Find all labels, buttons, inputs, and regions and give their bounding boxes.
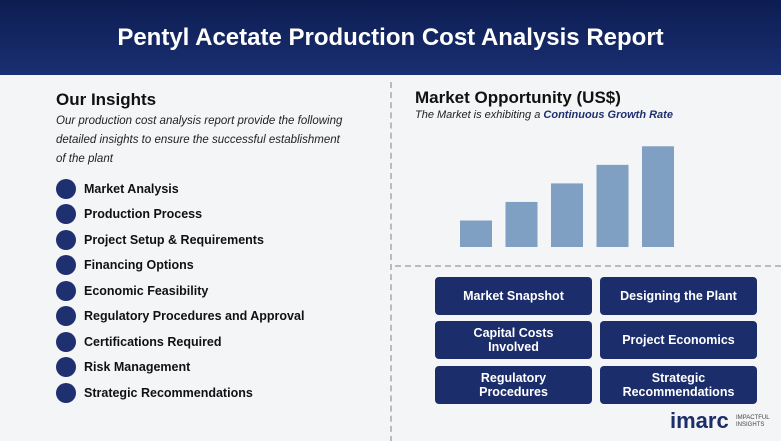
bar — [642, 146, 674, 247]
icon — [56, 255, 76, 276]
button: Market Snapshot — [435, 277, 592, 315]
subtitle-emphasis: Continuous Growth Rate — [543, 109, 673, 121]
icon — [56, 280, 76, 301]
insight-item: Financing Options — [56, 253, 304, 279]
bar — [596, 164, 629, 247]
button: Project Economics — [600, 321, 757, 359]
icon — [56, 357, 76, 378]
icon — [56, 331, 76, 352]
insight-item: Market Analysis — [56, 176, 304, 202]
insight-item: Risk Management — [56, 355, 304, 381]
icon — [56, 204, 76, 225]
insight-label: Financing Options — [84, 258, 194, 273]
bar-chart — [460, 146, 674, 247]
insight-item: Strategic Recommendations — [56, 380, 304, 406]
insight-item: Certifications Required — [56, 329, 304, 355]
insight-item: Production Process — [56, 202, 304, 228]
button: Strategic Recommendations — [600, 366, 757, 404]
logo: imarc — [670, 408, 729, 433]
insight-label: Certifications Required — [84, 334, 222, 349]
insight-item: Regulatory Procedures and Approval — [56, 304, 304, 330]
button: Designing the Plant — [600, 277, 757, 315]
logo-tagline: IMPACTFUL INSIGHTS — [736, 415, 770, 428]
insight-label: Strategic Recommendations — [84, 385, 253, 400]
icon — [56, 306, 76, 327]
insight-item: Economic Feasibility — [56, 278, 304, 304]
insight-label: Project Setup & Requirements — [84, 232, 264, 247]
insight-label: Economic Feasibility — [84, 283, 209, 298]
insight-label: Production Process — [84, 207, 203, 222]
market-heading: Market Opportunity (US$) — [415, 88, 621, 107]
divider — [390, 82, 392, 441]
button: Capital Costs Involved — [435, 321, 592, 359]
header: Pentyl Acetate Production Cost Analysis … — [0, 0, 781, 75]
insight-label: Regulatory Procedures and Approval — [84, 309, 305, 324]
title: Pentyl Acetate Production Cost Analysis … — [117, 24, 664, 51]
bar — [505, 201, 538, 247]
icon — [56, 178, 76, 199]
divider — [395, 265, 781, 267]
market-subtitle: The Market is exhibiting a Continuous Gr… — [415, 109, 673, 121]
insights-heading: Our Insights — [56, 90, 157, 109]
bar — [551, 183, 583, 247]
insight-label: Market Analysis — [84, 181, 179, 196]
icon — [56, 382, 76, 403]
insight-label: Risk Management — [84, 360, 191, 375]
button: Regulatory Procedures — [435, 366, 592, 404]
insight-list: Market Analysis Production Process Project… — [56, 176, 304, 406]
subtitle-text: The Market is exhibiting a — [415, 109, 541, 121]
bar — [460, 220, 492, 247]
description: Our production cost analysis report prov… — [56, 115, 343, 165]
insight-item: Project Setup & Requirements — [56, 227, 304, 253]
icon — [56, 229, 76, 250]
